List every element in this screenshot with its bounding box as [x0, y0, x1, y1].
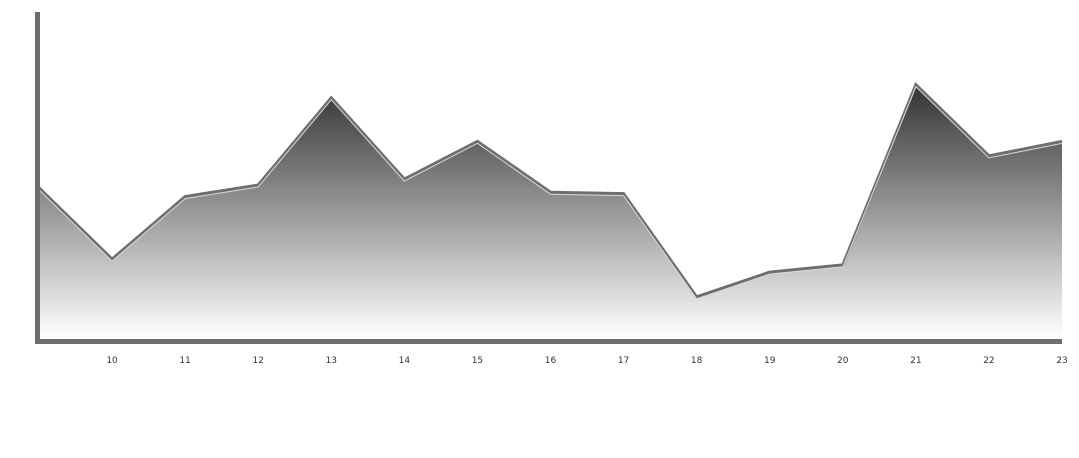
x-axis-ticks: 10 11 12 13 14 15 16 17 18 19 20 21 22 23	[106, 356, 1067, 366]
x-tick-label: 15	[472, 356, 483, 366]
x-tick-label: 23	[1056, 356, 1067, 366]
x-tick-label: 18	[691, 356, 703, 366]
x-tick-label: 13	[326, 356, 337, 366]
area-fill	[39, 84, 1062, 339]
series-line	[37, 82, 1063, 299]
x-tick-label: 10	[106, 356, 118, 366]
x-tick-label: 20	[837, 356, 849, 366]
area-series	[37, 82, 1063, 339]
series-line-highlight	[38, 85, 1063, 300]
x-tick-label: 12	[252, 356, 263, 366]
x-tick-label: 16	[545, 356, 557, 366]
x-tick-label: 14	[399, 356, 411, 366]
x-tick-label: 11	[179, 356, 190, 366]
x-tick-label: 22	[983, 356, 994, 366]
x-tick-label: 19	[764, 356, 776, 366]
axes	[35, 12, 1062, 344]
x-tick-label: 17	[618, 356, 629, 366]
x-tick-label: 21	[910, 356, 921, 366]
